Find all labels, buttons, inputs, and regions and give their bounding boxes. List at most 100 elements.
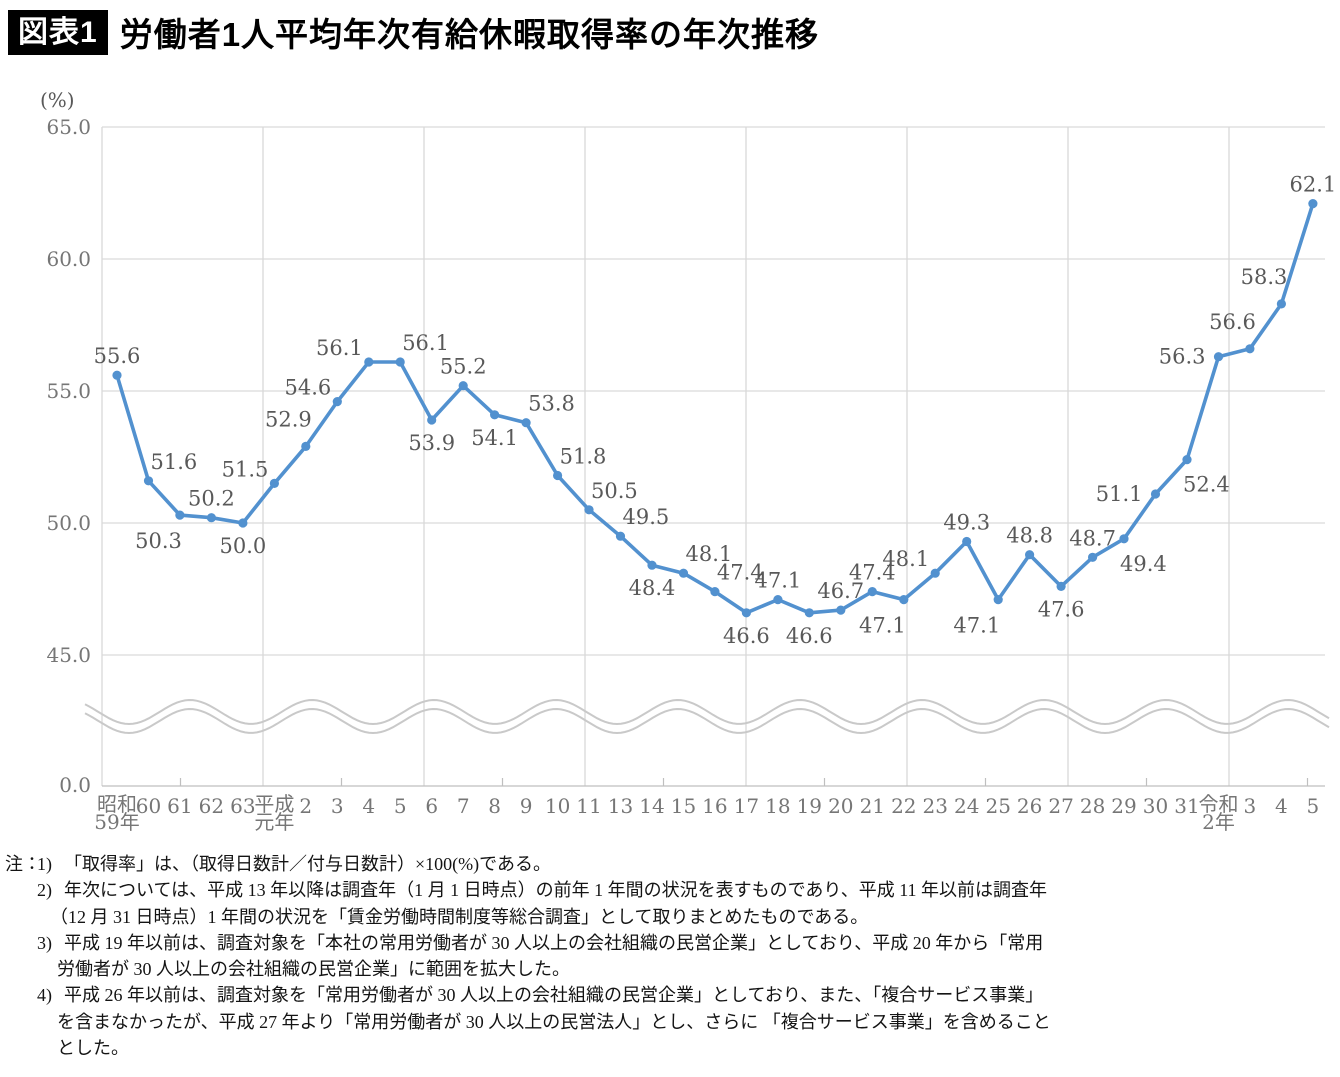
x-tick-label: 61	[167, 794, 192, 818]
data-label: 51.1	[1096, 482, 1143, 506]
data-label: 62.1	[1290, 173, 1337, 197]
note-text: 平成 26 年以前は、調査対象を「常用労働者が 30 人以上の会社組織の民営企業…	[64, 985, 1044, 1006]
note-line: （12 月 31 日時点）1 年間の状況を「賃金労働時間制度等総合調査」として取…	[5, 904, 1335, 930]
x-tick-label: 平成元年	[254, 792, 294, 834]
note-number: 2)	[37, 880, 52, 901]
y-tick-label: 50.0	[46, 511, 91, 535]
x-tick-label: 13	[608, 794, 633, 818]
note-number: 3)	[37, 932, 52, 953]
x-tick-label: 21	[860, 794, 885, 818]
data-label: 55.6	[94, 344, 141, 368]
data-point-marker	[615, 531, 626, 541]
data-label: 53.9	[408, 431, 455, 455]
data-label: 56.1	[316, 336, 363, 360]
figure-header: 図表1 労働者1人平均年次有給休暇取得率の年次推移	[8, 8, 819, 56]
data-point-marker	[710, 587, 720, 597]
x-tick-label: 17	[734, 794, 759, 818]
x-tick-label: 4	[362, 794, 375, 818]
x-tick-label: 23	[922, 794, 947, 818]
chart-notes: 注： 1) 「取得率」は、（取得日数計／付与日数計）×100(%)である。 2) 年次に…	[5, 851, 1335, 1061]
x-tick-label: 8	[488, 794, 501, 818]
data-label: 50.5	[591, 479, 638, 503]
x-tick-label: 25	[985, 794, 1010, 818]
data-point-marker	[364, 357, 374, 367]
x-tick-label: 9	[520, 794, 533, 818]
data-label: 47.1	[755, 569, 802, 593]
note-text: 平成 19 年以前は、調査対象を「本社の常用労働者が 30 人以上の会社組織の民…	[64, 932, 1044, 953]
data-label: 50.0	[220, 534, 267, 558]
note-line: 2) 年次については、平成 13 年以降は調査年（1 月 1 日時点）の前年 1 …	[5, 877, 1335, 903]
note-line: 注： 1) 「取得率」は、（取得日数計／付与日数計）×100(%)である。	[5, 851, 1335, 877]
data-point-marker	[238, 518, 248, 528]
data-label: 50.2	[188, 487, 235, 511]
data-label: 56.6	[1209, 310, 1256, 334]
x-tick-label: 19	[797, 794, 822, 818]
data-label: 55.2	[440, 355, 487, 379]
data-label: 48.4	[629, 576, 676, 600]
note-prefix	[5, 982, 37, 1008]
data-point-marker	[143, 476, 154, 486]
data-point-marker	[395, 357, 405, 367]
y-axis-unit-label: (%)	[40, 88, 75, 112]
data-label: 48.7	[1069, 526, 1116, 550]
data-point-marker	[458, 381, 468, 391]
data-label: 53.8	[528, 392, 575, 416]
note-prefix: 注：	[5, 854, 41, 874]
x-tick-label: 7	[457, 794, 470, 818]
data-label: 54.1	[471, 426, 518, 450]
data-point-marker	[773, 595, 783, 605]
data-point-marker	[647, 560, 657, 570]
figure-badge: 図表1	[8, 9, 108, 55]
data-label: 47.6	[1038, 597, 1085, 621]
data-point-marker	[1213, 352, 1224, 362]
data-label: 49.5	[623, 505, 670, 529]
x-tick-label: 16	[702, 794, 727, 818]
data-point-marker	[112, 370, 122, 380]
x-tick-label: 2	[299, 794, 312, 818]
x-tick-label: 3	[331, 794, 344, 818]
note-text: 労働者が 30 人以上の会社組織の民営企業」に範囲を拡大した。	[57, 959, 570, 980]
note-text: 年次については、平成 13 年以降は調査年（1 月 1 日時点）の前年 1 年間…	[64, 880, 1048, 901]
x-tick-label: 28	[1080, 794, 1105, 818]
y-tick-label: 55.0	[46, 379, 91, 403]
x-tick-label: 3	[1244, 794, 1257, 818]
data-point-marker	[930, 568, 940, 578]
note-line: とした。	[5, 1035, 1335, 1061]
data-point-marker	[1182, 455, 1192, 465]
data-label: 46.6	[723, 624, 770, 648]
x-tick-label: 29	[1111, 794, 1136, 818]
data-label: 49.4	[1120, 552, 1167, 576]
data-label: 47.4	[717, 561, 764, 585]
data-label: 46.7	[817, 579, 864, 603]
data-point-marker	[836, 605, 846, 615]
data-point-marker	[301, 441, 311, 451]
data-label: 47.4	[849, 561, 896, 585]
x-tick-label: 5	[394, 794, 407, 818]
data-point-marker	[332, 397, 342, 407]
data-label: 52.9	[265, 407, 312, 431]
data-point-marker	[427, 415, 437, 425]
x-tick-label: 63	[230, 794, 255, 818]
x-tick-label: 10	[545, 794, 570, 818]
data-label: 47.1	[953, 614, 1000, 638]
note-line: 労働者が 30 人以上の会社組織の民営企業」に範囲を拡大した。	[5, 956, 1335, 982]
data-label: 56.1	[402, 331, 449, 355]
data-point-marker	[1308, 199, 1318, 209]
axis-break-wave	[84, 707, 1330, 735]
note-number: 1)	[37, 854, 52, 874]
data-label: 49.3	[943, 511, 990, 535]
x-tick-label: 22	[891, 794, 916, 818]
data-label: 51.8	[560, 445, 607, 469]
note-line: 4) 平成 26 年以前は、調査対象を「常用労働者が 30 人以上の会社組織の民営…	[5, 982, 1335, 1008]
data-label: 48.1	[686, 542, 733, 566]
note-prefix	[5, 930, 37, 956]
y-tick-label: 45.0	[46, 643, 91, 667]
data-label: 58.3	[1241, 265, 1288, 289]
note-text: （12 月 31 日時点）1 年間の状況を「賃金労働時間制度等総合調査」として取…	[50, 906, 869, 927]
data-label: 51.6	[151, 450, 198, 474]
x-tick-label: 昭和 59年	[94, 792, 139, 834]
data-point-marker	[678, 568, 689, 578]
x-tick-label: 令和 2年	[1199, 792, 1239, 834]
note-text: を含まなかったが、平成 27 年より「常用労働者が 30 人以上の民営法人」とし…	[57, 1011, 1051, 1032]
